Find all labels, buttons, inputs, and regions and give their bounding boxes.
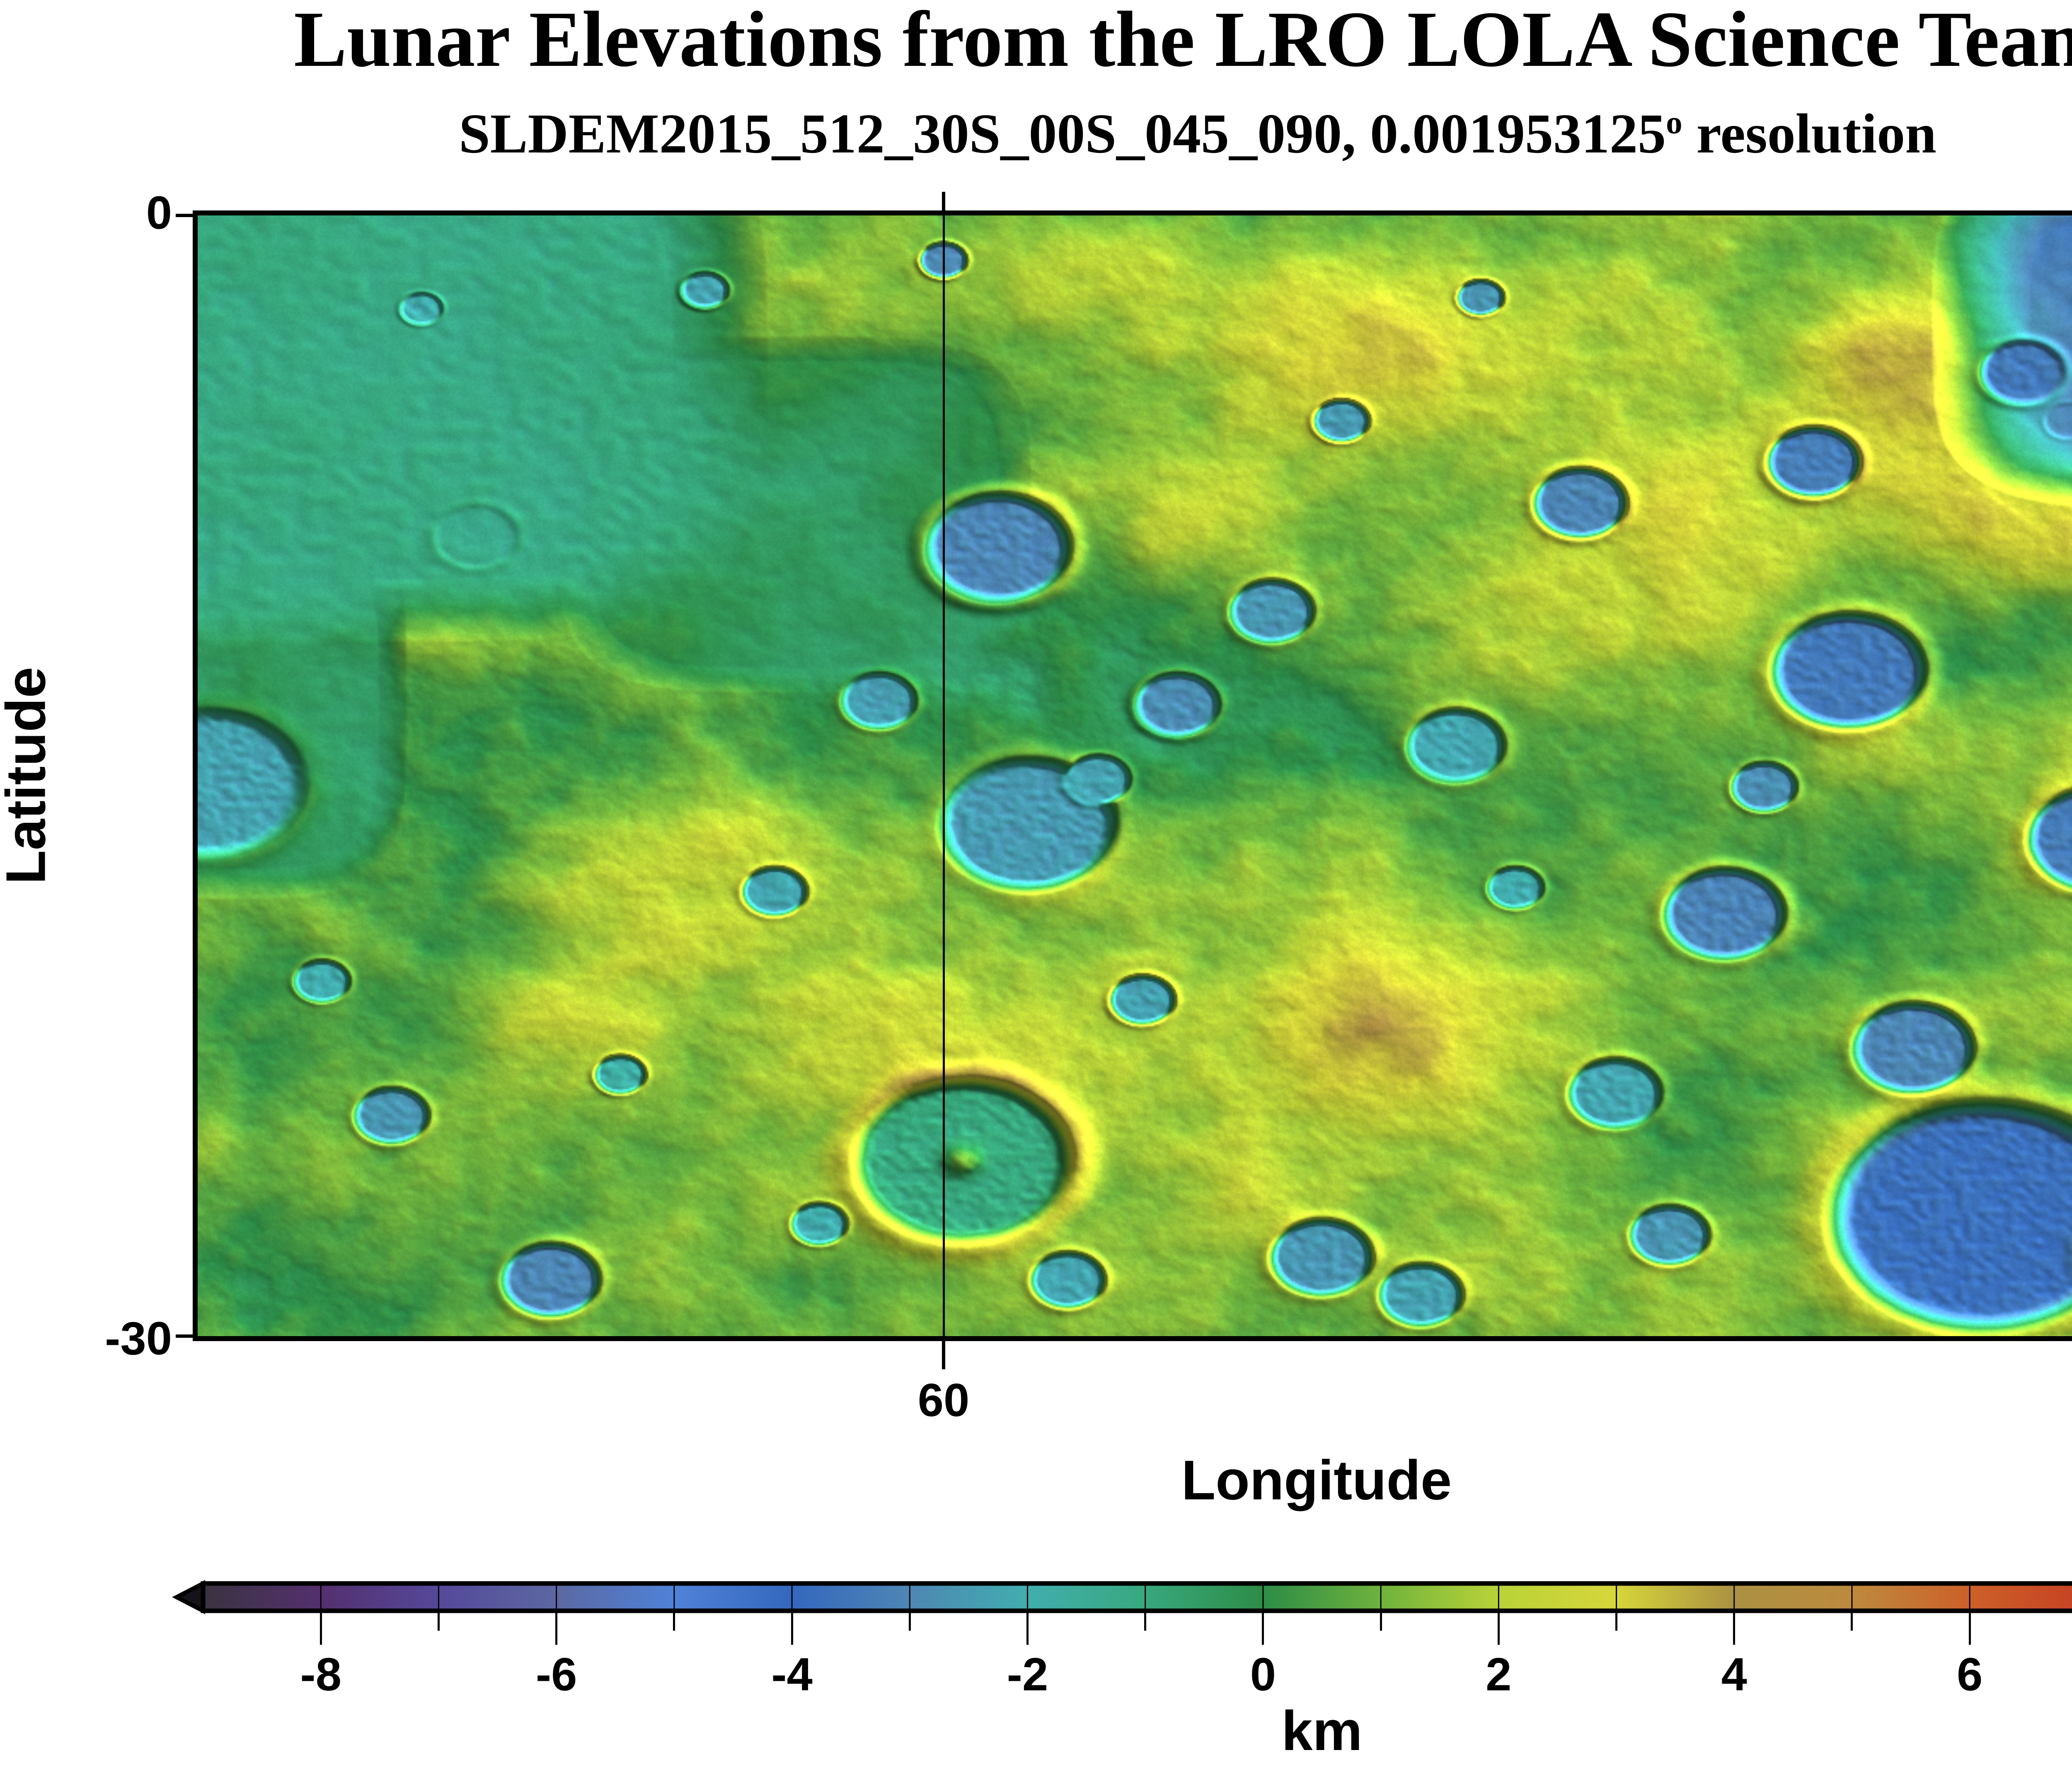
colorbar-tick-label: 4: [1721, 1649, 1747, 1700]
figure-subtitle: SLDEM2015_512_30S_00S_045_090, 0.0019531…: [0, 103, 2072, 165]
axis-tick: [942, 192, 945, 210]
map-plot-area: [193, 210, 2072, 1341]
colorbar-tick-label: -2: [1007, 1649, 1048, 1700]
colorbar-tick: [1026, 1611, 1029, 1645]
y-tick-label--30: -30: [105, 1313, 172, 1364]
colorbar-tick-label: 6: [1957, 1649, 1983, 1700]
colorbar-tick: [1144, 1611, 1147, 1631]
axis-tick: [176, 214, 193, 217]
colorbar-tick: [1497, 1611, 1500, 1645]
colorbar-tick: [1733, 1611, 1736, 1645]
x-axis-title: Longitude: [1181, 1449, 1452, 1511]
figure-title: Lunar Elevations from the LRO LOLA Scien…: [294, 0, 2072, 83]
colorbar-tick: [555, 1611, 558, 1645]
colorbar-tick: [791, 1611, 793, 1645]
x-tick-label-60: 60: [917, 1374, 970, 1426]
colorbar-gradient-band: [201, 1581, 2072, 1613]
colorbar-tick-label: 0: [1250, 1649, 1276, 1700]
colorbar-tick: [437, 1611, 440, 1631]
y-axis-title: Latitude: [0, 667, 57, 885]
colorbar-tick-label: -4: [771, 1649, 813, 1700]
colorbar-tick: [1380, 1611, 1382, 1631]
degree-symbol: o: [1666, 104, 1682, 141]
colorbar-tick: [1262, 1611, 1264, 1645]
y-tick-label-0: 0: [146, 187, 172, 239]
colorbar-tick: [908, 1611, 911, 1631]
colorbar-tick: [1968, 1611, 1971, 1645]
longitude-60-gridline: [943, 215, 945, 1336]
subtitle-suffix: resolution: [1682, 103, 1936, 165]
colorbar-low-arrow: [172, 1580, 205, 1615]
subtitle-text: SLDEM2015_512_30S_00S_045_090, 0.0019531…: [459, 103, 1666, 165]
colorbar: [172, 1580, 2072, 1615]
colorbar-tick-label: -6: [535, 1649, 577, 1700]
colorbar-tick-label: 2: [1486, 1649, 1512, 1700]
colorbar-unit-label: km: [1281, 1699, 1363, 1762]
colorbar-tick-label: -8: [300, 1649, 341, 1700]
axis-tick: [176, 1334, 193, 1338]
axis-tick: [942, 1341, 945, 1369]
colorbar-tick: [320, 1611, 322, 1645]
colorbar-tick: [673, 1611, 675, 1631]
colorbar-tick: [1615, 1611, 1618, 1631]
colorbar-tick: [1851, 1611, 1853, 1631]
elevation-map-canvas: [198, 215, 2072, 1336]
